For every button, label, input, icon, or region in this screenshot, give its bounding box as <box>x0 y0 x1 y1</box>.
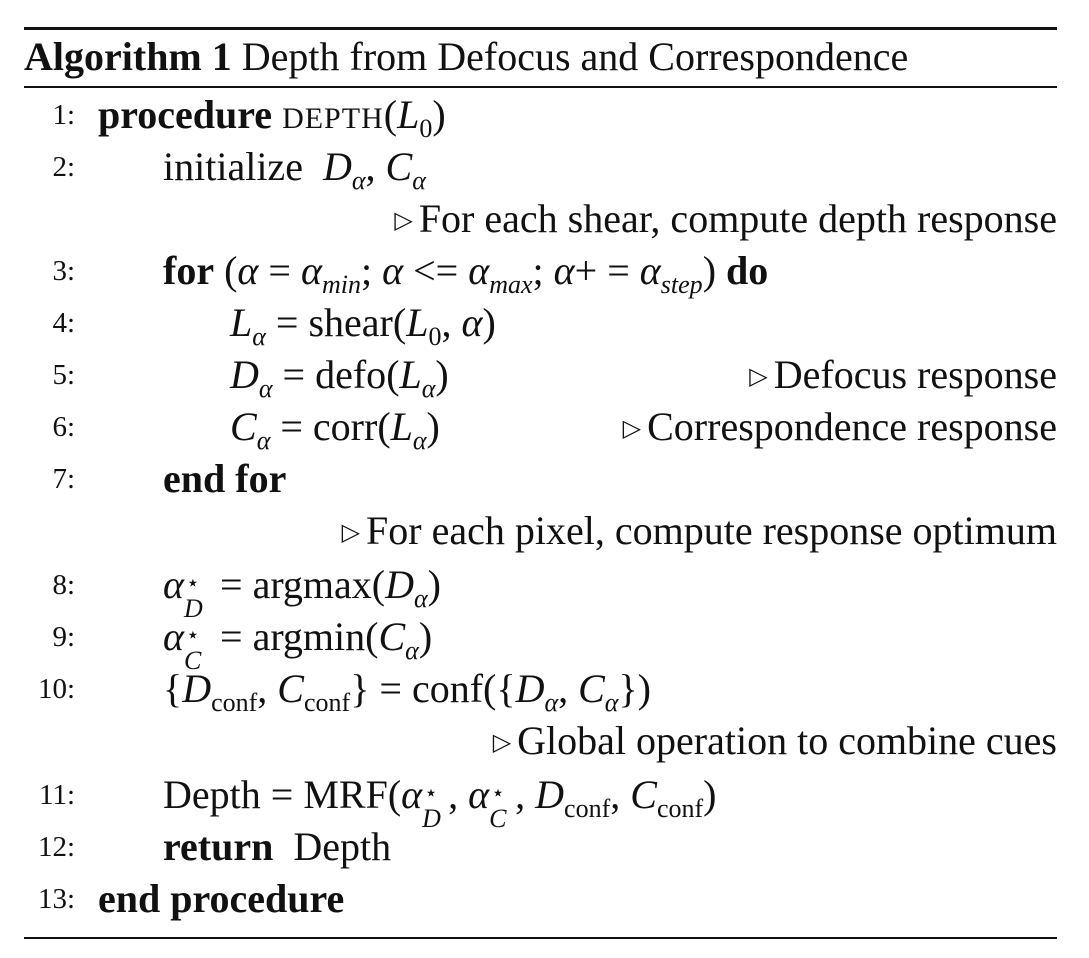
line-code: procedure DEPTH(L0) <box>98 92 446 143</box>
algorithm-comment: ▷ Defocus response <box>749 352 1057 397</box>
algorithm-line-13: 13: end procedure <box>0 874 1089 924</box>
top-rule <box>24 27 1057 30</box>
comment-line-global: ▷ Global operation to combine cues <box>0 716 1089 766</box>
algorithm-line-7: 7: end for <box>0 454 1089 504</box>
line-code: for (α = αmin; α <= αmax; α+ = αstep) do <box>163 248 769 299</box>
comment-triangle-icon: ▷ <box>749 364 768 390</box>
algorithm-comment: ▷ For each pixel, compute response optimu… <box>341 508 1057 553</box>
line-number: 5: <box>52 359 75 391</box>
algorithm-comment: ▷ Global operation to combine cues <box>492 718 1057 763</box>
algorithm-line-5: 5: Dα = defo(Lα) ▷ Defocus response <box>0 350 1089 403</box>
algorithm-line-2: 2: initialize Dα, Cα <box>0 142 1089 195</box>
line-number: 8: <box>52 569 75 601</box>
bottom-rule <box>24 937 1057 939</box>
algorithm-label: Algorithm 1 <box>24 34 232 79</box>
line-number: 6: <box>52 411 75 443</box>
algorithm-title: Depth from Defocus and Correspondence <box>241 34 909 79</box>
algorithm-comment: ▷ For each shear, compute depth response <box>394 196 1057 241</box>
algorithm-line-1: 1: procedure DEPTH(L0) <box>0 90 1089 142</box>
comment-triangle-icon: ▷ <box>492 730 512 756</box>
line-code: end procedure <box>98 876 345 921</box>
line-code: end for <box>163 456 287 501</box>
line-number: 2: <box>52 151 75 183</box>
line-code: Depth = MRF(α ⋆ D, α ⋆ C, Dconf, Cconf) <box>163 772 717 833</box>
line-number: 4: <box>52 307 75 339</box>
line-number: 3: <box>52 255 75 287</box>
algorithm-line-4: 4: Lα = shear(L0, α) <box>0 298 1089 351</box>
algorithm-caption: Algorithm 1 Depth from Defocus and Corre… <box>24 30 908 84</box>
comment-triangle-icon: ▷ <box>341 520 361 546</box>
line-number: 9: <box>52 621 75 653</box>
line-number: 13: <box>37 883 75 915</box>
algorithm-line-12: 12: return Depth <box>0 822 1089 872</box>
algorithm-line-3: 3: for (α = αmin; α <= αmax; α+ = αstep)… <box>0 246 1089 299</box>
line-code: Dα = defo(Lα) <box>230 352 449 403</box>
line-code: initialize Dα, Cα <box>163 144 426 195</box>
algorithm-line-8: 8: α ⋆ D = argmax(Dα) <box>0 560 1089 623</box>
algorithm-comment: ▷ Correspondence response <box>622 404 1057 449</box>
comment-triangle-icon: ▷ <box>622 416 642 442</box>
comment-line-shear: ▷ For each shear, compute depth response <box>0 194 1089 244</box>
line-number: 7: <box>52 463 75 495</box>
algorithm-line-6: 6: Cα = corr(Lα) ▷ Correspondence respons… <box>0 402 1089 455</box>
line-number: 12: <box>37 831 75 863</box>
algorithm-line-11: 11: Depth = MRF(α ⋆ D, α ⋆ C, Dconf, Cconf) <box>0 770 1089 833</box>
comment-line-pixel: ▷ For each pixel, compute response optimu… <box>0 506 1089 556</box>
line-code: α ⋆ C = argmin(Cα) <box>163 614 433 675</box>
comment-triangle-icon: ▷ <box>394 208 413 234</box>
line-number: 11: <box>39 779 75 811</box>
line-code: return Depth <box>163 824 392 869</box>
line-number: 10: <box>37 673 75 705</box>
line-number: 1: <box>52 99 75 131</box>
line-code: {Dconf, Cconf} = conf({Dα, Cα}) <box>163 666 651 717</box>
line-code: Cα = corr(Lα) <box>230 404 440 455</box>
algorithm-line-10: 10: {Dconf, Cconf} = conf({Dα, Cα}) <box>0 664 1089 717</box>
line-code: Lα = shear(L0, α) <box>230 300 496 351</box>
caption-rule <box>24 86 1057 88</box>
line-code: α ⋆ D = argmax(Dα) <box>163 562 441 623</box>
algorithm-line-9: 9: α ⋆ C = argmin(Cα) <box>0 612 1089 675</box>
